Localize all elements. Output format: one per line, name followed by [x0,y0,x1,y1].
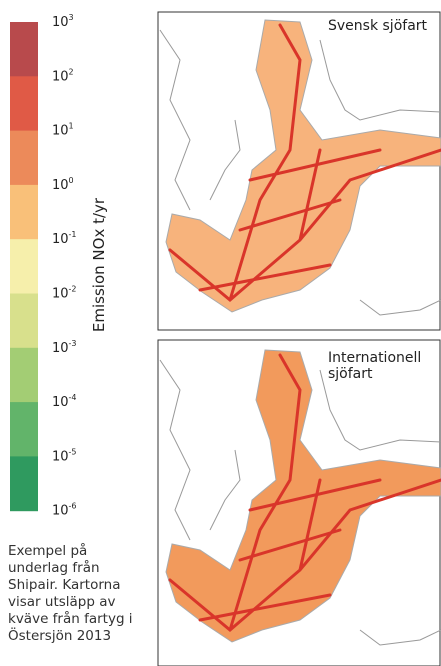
legend-tick-label: 10-1 [52,230,77,247]
legend-tick-label: 10-4 [52,393,77,410]
legend-band [10,76,38,131]
map-label: Svensk sjöfart [328,18,428,34]
tick-base: 10 [52,124,69,139]
tick-base: 10 [52,341,69,356]
legend-band [10,456,38,511]
tick-base: 10 [52,69,69,84]
figure-canvas: Svensk sjöfart Emission NOx t/yr 1031021… [0,0,441,666]
legend-band [10,402,38,457]
caption-line: Exempel på [8,542,87,559]
tick-base: 10 [52,449,69,464]
legend-band [10,239,38,294]
legend-tick-label: 10-5 [52,447,77,464]
tick-exponent: -3 [69,339,77,348]
legend-tick-label: 10-6 [52,502,77,519]
legend-band [10,348,38,403]
legend-band [10,22,38,77]
caption-line: kväve från fartyg i [8,610,133,627]
tick-base: 10 [52,395,69,410]
caption-line: Shipair. Kartorna [8,577,121,593]
legend-tick-label: 103 [52,13,74,30]
legend-tick-label: 100 [52,176,74,193]
map-international [158,340,441,666]
legend-tick-label: 10-2 [52,285,77,302]
caption-line: underlag från [8,559,100,576]
legend-band [10,185,38,240]
tick-base: 10 [52,287,69,302]
tick-exponent: -2 [69,285,77,294]
tick-base: 10 [52,232,69,247]
tick-exponent: -5 [69,447,77,456]
tick-exponent: 1 [69,122,74,131]
legend-band [10,294,38,349]
tick-exponent: -1 [69,230,77,239]
legend-tick-label: 102 [52,67,74,84]
caption-line: Östersjön 2013 [8,626,111,644]
tick-exponent: -6 [69,502,77,511]
map-label: sjöfart [328,366,373,382]
legend-band [10,131,38,186]
legend-tick-label: 10-3 [52,339,77,356]
caption-line: visar utsläpp av [8,594,116,610]
tick-exponent: -4 [69,393,77,402]
legend-title: Emission NOx t/yr [90,197,108,332]
tick-base: 10 [52,15,69,30]
tick-exponent: 2 [69,67,74,76]
tick-base: 10 [52,178,69,193]
tick-base: 10 [52,504,69,519]
map-swedish [158,12,441,330]
tick-exponent: 0 [69,176,74,185]
legend-tick-label: 101 [52,122,74,139]
tick-exponent: 3 [69,13,74,22]
figure: Svensk sjöfart Emission NOx t/yr 1031021… [0,0,441,666]
map-label: Internationell [328,350,421,366]
